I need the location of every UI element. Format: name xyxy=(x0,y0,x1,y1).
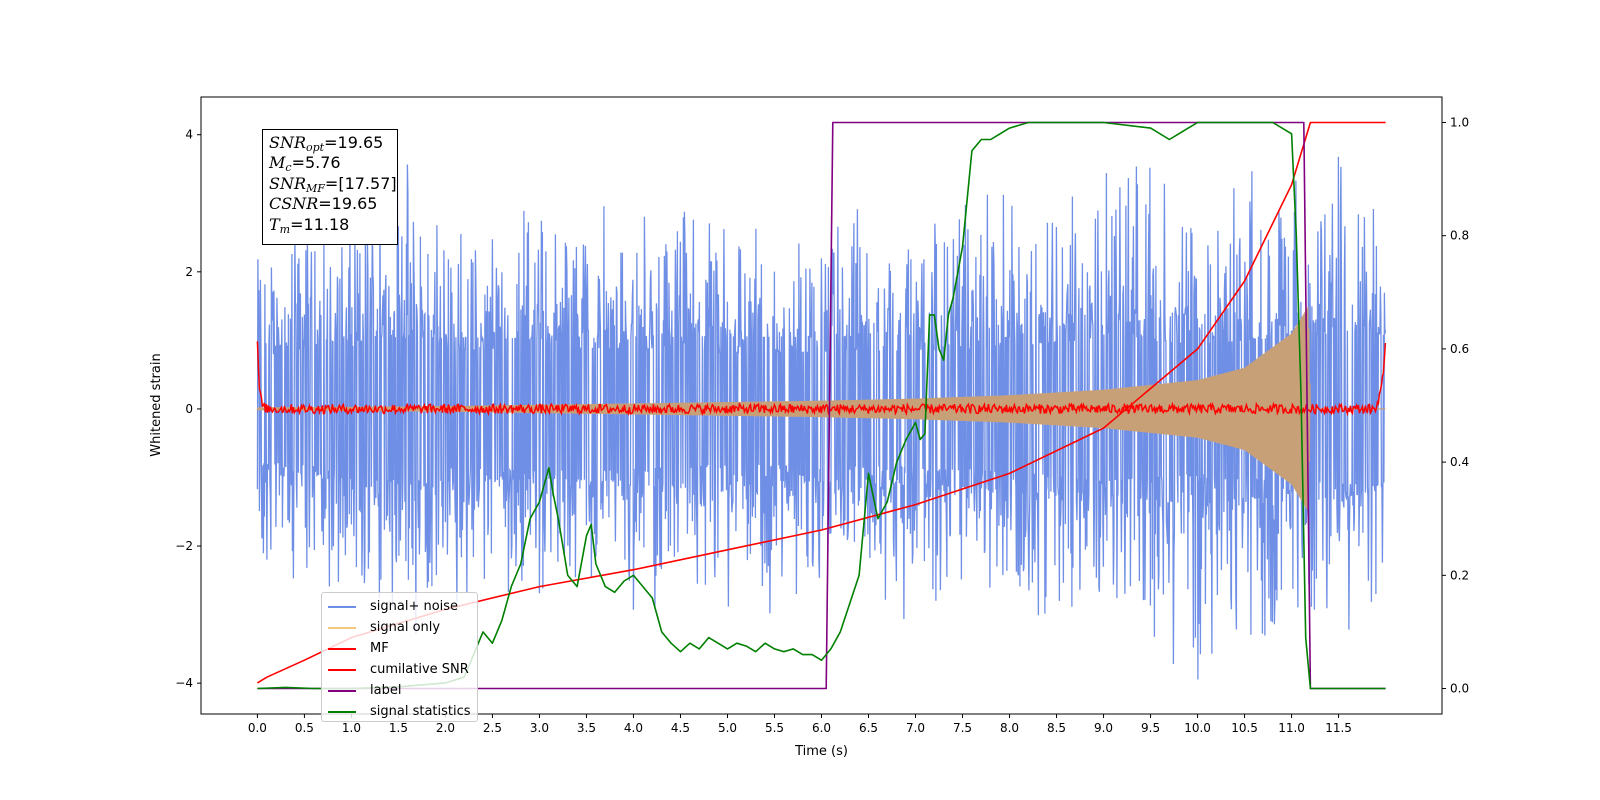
legend-swatch xyxy=(328,689,356,692)
stat-snr-opt: SNRopt=19.65 xyxy=(269,133,384,154)
x-tick-label: 10.5 xyxy=(1231,721,1258,735)
x-tick-label: 2.5 xyxy=(483,721,502,735)
x-tick-label: 9.5 xyxy=(1141,721,1160,735)
legend-swatch xyxy=(328,647,356,650)
stat-snr-mf: SNRMF=[17.57] xyxy=(269,173,397,195)
x-axis-label: Time (s) xyxy=(794,744,848,759)
x-tick-label: 5.0 xyxy=(718,721,737,735)
legend-swatch xyxy=(328,626,356,629)
x-tick-label: 8.5 xyxy=(1047,721,1066,735)
x-tick-label: 0.5 xyxy=(295,721,314,735)
y-tick-label: −4 xyxy=(175,676,193,690)
legend-item-label: label xyxy=(328,680,477,701)
x-tick-label: 11.0 xyxy=(1278,721,1305,735)
x-tick-label: 11.5 xyxy=(1325,721,1352,735)
stat-tm: Tm=11.18 xyxy=(269,214,350,236)
x-tick-label: 9.0 xyxy=(1094,721,1113,735)
series-mf xyxy=(256,341,1387,417)
x-tick-label: 8.0 xyxy=(1000,721,1019,735)
x-tick-label: 1.0 xyxy=(342,721,361,735)
x-tick-label: 10.0 xyxy=(1184,721,1211,735)
legend-swatch xyxy=(328,668,356,671)
x-tick-label: 1.5 xyxy=(389,721,408,735)
x-tick-label: 7.5 xyxy=(953,721,972,735)
series-signal-noise xyxy=(256,156,1387,680)
legend-swatch xyxy=(328,605,356,608)
y-tick-label: 4 xyxy=(185,128,193,142)
legend-item-signal-statistics: signal statistics xyxy=(328,701,477,722)
y2-tick-label: 0.0 xyxy=(1450,682,1469,696)
stat-mc: Mc=5.76 xyxy=(269,153,341,175)
stat-csnr: CSNR=19.65 xyxy=(269,194,378,214)
x-tick-label: 5.5 xyxy=(765,721,784,735)
y-tick-label: 0 xyxy=(185,402,193,416)
legend-item-signal-noise: signal+ noise xyxy=(328,596,477,617)
y2-tick-label: 1.0 xyxy=(1450,115,1469,129)
x-tick-label: 4.0 xyxy=(624,721,643,735)
y2-tick-label: 0.2 xyxy=(1450,568,1469,582)
x-tick-label: 2.0 xyxy=(436,721,455,735)
x-tick-label: 0.0 xyxy=(248,721,267,735)
y-tick-label: −2 xyxy=(175,539,193,553)
x-tick-label: 6.5 xyxy=(859,721,878,735)
x-tick-label: 4.5 xyxy=(671,721,690,735)
y2-tick-label: 0.8 xyxy=(1450,229,1469,243)
legend-item-signal-only: signal only xyxy=(328,617,477,638)
y-axis-label: Whitened strain xyxy=(149,353,164,456)
y2-tick-label: 0.4 xyxy=(1450,455,1469,469)
x-tick-label: 3.5 xyxy=(577,721,596,735)
axes-layer: 0.0 0.5 1.0 1.5 2.0 2.5 3.0 3.5 4.0 4.5 5.0 5.5 6.0 6… xyxy=(175,115,1469,735)
legend: signal+ noise signal only MF cumilative … xyxy=(321,592,478,722)
series-signal-statistics xyxy=(257,121,1386,690)
y-tick-label: 2 xyxy=(185,265,193,279)
x-tick-label: 6.0 xyxy=(812,721,831,735)
y2-tick-label: 0.6 xyxy=(1450,342,1469,356)
legend-item-mf: MF xyxy=(328,638,477,659)
x-tick-label: 3.0 xyxy=(530,721,549,735)
stats-box: SNRopt=19.65 Mc=5.76 SNRMF=[17.57] CSNR=… xyxy=(262,129,398,245)
legend-swatch xyxy=(328,710,356,713)
legend-item-cumulative-snr: cumilative SNR xyxy=(328,659,477,680)
x-tick-label: 7.0 xyxy=(906,721,925,735)
